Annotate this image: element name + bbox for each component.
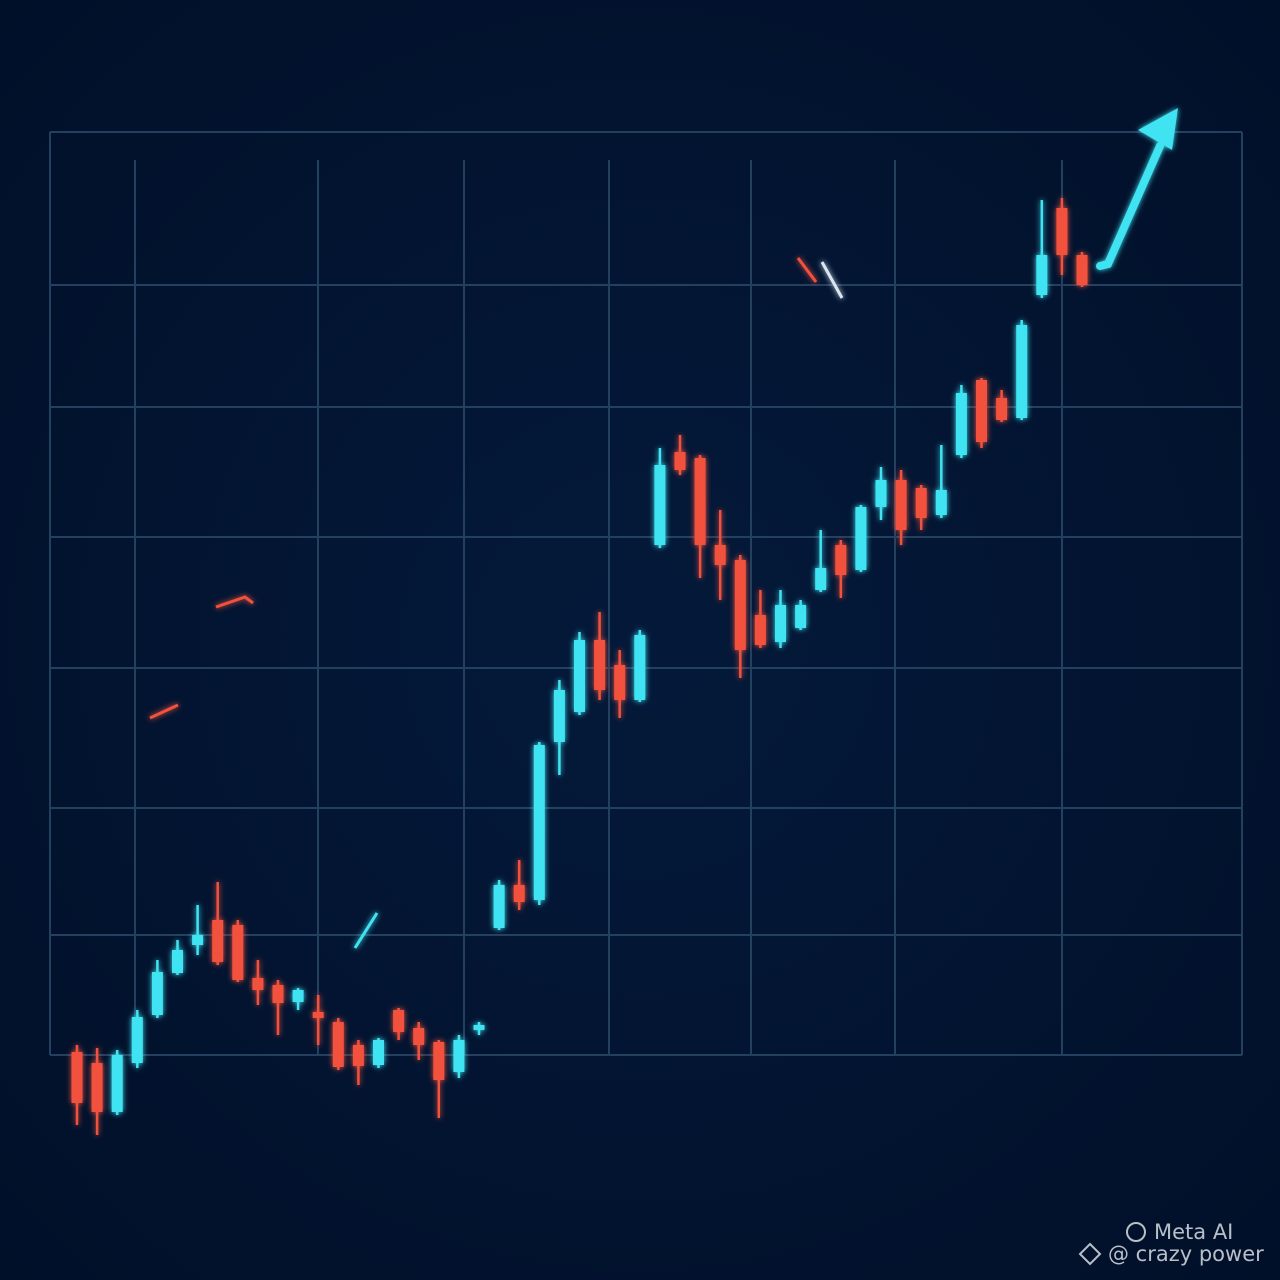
brand-icon [1126,1222,1146,1242]
trend-arrow [1096,108,1178,270]
candle-body [312,1012,324,1018]
candle-body [111,1055,123,1112]
candle-body [413,1028,425,1045]
candle-body [935,490,947,515]
candle-body [1056,208,1068,255]
candle-body [815,568,827,590]
candle-body [1076,255,1088,285]
arrow-shaft [1096,142,1164,270]
candle-body [393,1010,405,1032]
candle-body [594,640,606,690]
candle-body [775,605,786,642]
candle-body [433,1042,445,1080]
candle-body [654,465,666,545]
candle-body [875,480,887,507]
candle-body [915,488,927,518]
candle-body [895,480,907,530]
candle-body [473,1025,485,1030]
stray-marks [149,257,844,949]
candle-body [172,950,183,973]
candle-body [272,985,284,1003]
candle-body [352,1045,364,1066]
candle-body [232,925,244,980]
candle-body [955,393,967,455]
candle-body [332,1022,344,1067]
brand: Meta AI [1154,1220,1233,1244]
candle-body [1036,255,1048,295]
candle-body [714,545,726,565]
candle-body [835,545,847,575]
candle-body [453,1040,465,1072]
candle-body [734,560,746,650]
candle-body [192,935,204,945]
candle-body [151,972,163,1015]
credit: @ crazy power [1108,1242,1264,1266]
candle-body [292,990,304,1002]
candle-body [493,885,505,928]
candle-body [71,1052,83,1103]
candle-body [91,1063,103,1112]
candle-body [694,458,706,545]
candle-body [373,1040,384,1065]
candle-body [996,398,1008,420]
candle-body [1016,325,1028,418]
candle-body [614,665,626,700]
candle-body [553,690,565,742]
candle-body [252,978,264,990]
candles [71,198,1088,1135]
candle-body [574,640,585,712]
candle-body [855,507,867,570]
arrow-head [1138,108,1178,150]
candle-body [976,380,987,442]
candle-body [634,635,646,700]
candle-body [131,1017,143,1063]
candle-body [533,745,545,900]
candle-body [513,885,525,902]
candle-body [754,615,766,645]
candle-body [212,920,224,962]
watermark: Meta AI @ crazy power [1078,1220,1264,1266]
candle-body [674,452,686,470]
credit-icon [1078,1242,1102,1266]
candle-body [795,605,807,628]
